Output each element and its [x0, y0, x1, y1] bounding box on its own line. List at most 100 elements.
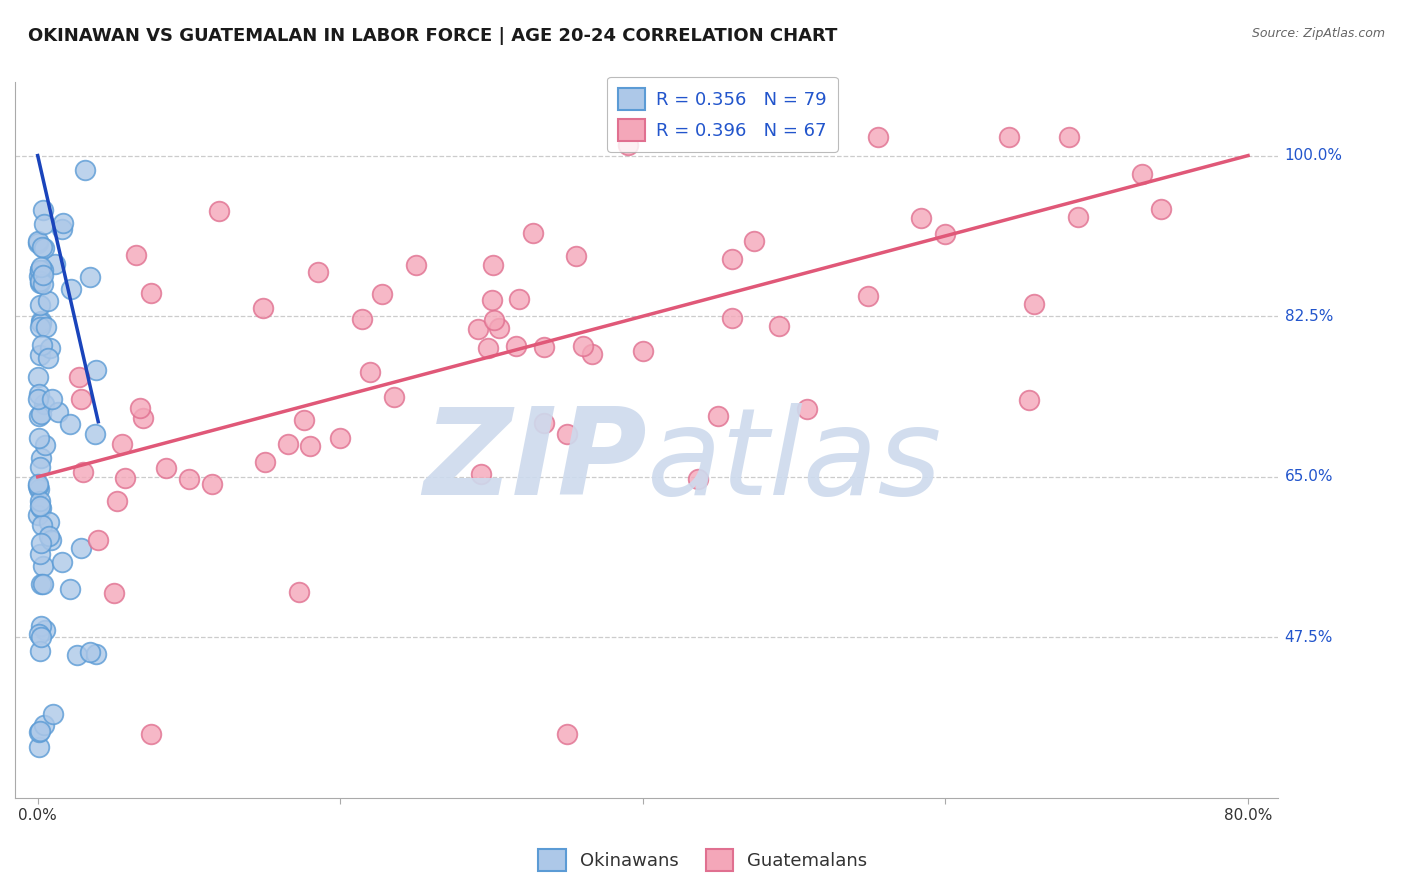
- Point: [28, 276, 51, 290]
- Point: [31, 338, 53, 352]
- Point: [67, 369, 90, 384]
- Text: 65.0%: 65.0%: [1285, 469, 1333, 484]
- Point: [31, 240, 53, 254]
- Point: [59, 282, 82, 296]
- Point: [30, 407, 52, 421]
- Point: [28, 725, 51, 739]
- Point: [1018, 392, 1040, 407]
- Point: [359, 365, 381, 379]
- Point: [105, 493, 128, 508]
- Point: [505, 339, 527, 353]
- Point: [768, 319, 790, 334]
- Point: [30, 263, 52, 277]
- Point: [30, 500, 52, 514]
- Point: [28, 269, 51, 284]
- Point: [555, 727, 578, 741]
- Point: [307, 265, 329, 279]
- Point: [28, 740, 51, 755]
- Point: [32, 268, 55, 282]
- Point: [86, 647, 108, 661]
- Point: [32, 397, 55, 411]
- Point: [482, 258, 505, 272]
- Point: [59, 582, 82, 596]
- Point: [350, 312, 373, 326]
- Point: [299, 439, 322, 453]
- Point: [30, 460, 52, 475]
- Point: [28, 430, 51, 444]
- Point: [581, 347, 603, 361]
- Point: [28, 627, 51, 641]
- Point: [467, 322, 489, 336]
- Point: [32, 217, 55, 231]
- Point: [38, 529, 60, 543]
- Point: [31, 559, 53, 574]
- Point: [858, 289, 880, 303]
- Point: [686, 472, 709, 486]
- Point: [79, 269, 101, 284]
- Point: [38, 515, 60, 529]
- Point: [28, 482, 51, 496]
- Point: [253, 455, 276, 469]
- Point: [27, 479, 49, 493]
- Point: [27, 234, 49, 248]
- Point: [27, 508, 49, 522]
- Point: [34, 241, 56, 255]
- Point: [41, 707, 63, 722]
- Point: [252, 301, 274, 316]
- Point: [38, 342, 60, 356]
- Point: [30, 619, 52, 633]
- Point: [292, 412, 315, 426]
- Point: [73, 163, 96, 178]
- Point: [177, 472, 200, 486]
- Point: [555, 426, 578, 441]
- Point: [32, 577, 55, 591]
- Point: [66, 648, 89, 662]
- Point: [1150, 202, 1173, 217]
- Point: [533, 340, 555, 354]
- Point: [721, 252, 744, 266]
- Point: [84, 427, 107, 442]
- Point: [30, 274, 52, 288]
- Point: [30, 547, 52, 561]
- Point: [139, 727, 162, 741]
- Point: [111, 437, 134, 451]
- Point: [59, 417, 82, 432]
- Point: [742, 234, 765, 248]
- Point: [70, 541, 93, 556]
- Text: OKINAWAN VS GUATEMALAN IN LABOR FORCE | AGE 20-24 CORRELATION CHART: OKINAWAN VS GUATEMALAN IN LABOR FORCE | …: [28, 27, 838, 45]
- Point: [470, 467, 492, 481]
- Legend: R = 0.356   N = 79, R = 0.396   N = 67: R = 0.356 N = 79, R = 0.396 N = 67: [607, 77, 838, 152]
- Point: [572, 339, 595, 353]
- Point: [28, 644, 51, 658]
- Point: [565, 249, 588, 263]
- Point: [141, 285, 163, 300]
- Point: [28, 319, 51, 334]
- Point: [910, 211, 932, 226]
- Text: 47.5%: 47.5%: [1285, 630, 1333, 645]
- Point: [30, 314, 52, 328]
- Point: [30, 451, 52, 466]
- Point: [84, 363, 107, 377]
- Point: [41, 392, 63, 407]
- Legend: Okinawans, Guatemalans: Okinawans, Guatemalans: [531, 842, 875, 879]
- Point: [32, 277, 55, 292]
- Point: [155, 460, 177, 475]
- Point: [796, 402, 818, 417]
- Point: [35, 319, 58, 334]
- Point: [103, 586, 125, 600]
- Point: [87, 533, 110, 547]
- Point: [997, 130, 1019, 145]
- Point: [481, 293, 503, 307]
- Point: [69, 392, 91, 406]
- Point: [208, 203, 231, 218]
- Point: [34, 623, 56, 637]
- Text: atlas: atlas: [647, 403, 942, 520]
- Point: [114, 471, 136, 485]
- Point: [79, 645, 101, 659]
- Point: [52, 216, 75, 230]
- Point: [1067, 210, 1090, 224]
- Point: [277, 437, 299, 451]
- Point: [27, 392, 49, 406]
- Point: [720, 311, 742, 326]
- Point: [382, 390, 405, 404]
